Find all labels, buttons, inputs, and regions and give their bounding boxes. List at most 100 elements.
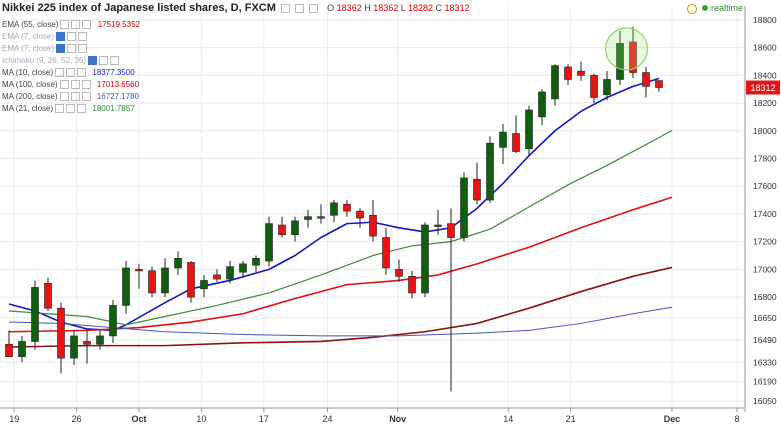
candle-bullish: [460, 172, 468, 242]
settings-icon[interactable]: [67, 32, 77, 42]
candle-bullish: [252, 255, 260, 273]
close-icon[interactable]: [78, 44, 88, 54]
settings-icon[interactable]: [55, 104, 65, 114]
indicator-ema55[interactable]: EMA (55, close) 17519.5352: [2, 20, 140, 30]
y-tick-label: 18800: [753, 15, 777, 25]
candle-bullish: [603, 71, 611, 101]
settings-icon[interactable]: [55, 68, 65, 78]
candle-bearish: [44, 277, 52, 311]
candle-body: [291, 220, 299, 236]
candle-bullish: [486, 136, 494, 203]
ohlc-readout: O 18362 H 18362 L 18282 C 18312: [327, 3, 470, 13]
candle-body: [265, 223, 273, 262]
indicator-value: 16727.1780: [96, 92, 140, 101]
candle-bullish: [265, 216, 273, 267]
y-tick-label: 16490: [753, 335, 777, 345]
indicator-ma200[interactable]: MA (200, close) 16727.1780: [2, 92, 140, 102]
candle-bearish: [642, 66, 650, 98]
candle-body: [200, 280, 208, 290]
settings-icon[interactable]: [67, 44, 77, 54]
y-tick-label: 18400: [753, 70, 777, 80]
candle-bearish: [382, 227, 390, 275]
candle-body: [213, 274, 221, 280]
settings-icon[interactable]: [59, 80, 69, 90]
candle-body: [486, 142, 494, 201]
candle-bearish: [395, 259, 403, 282]
indicator-value: 17519.5352: [97, 20, 140, 29]
candle-bullish: [31, 280, 39, 350]
indicator-ma100[interactable]: MA (100, close) 17013.6560: [2, 80, 140, 90]
x-tick-label: 26: [72, 414, 82, 424]
chart-title: Nikkei 225 index of Japanese listed shar…: [2, 2, 276, 14]
x-tick-label: 17: [259, 414, 269, 424]
series-line: [8, 266, 673, 348]
x-tick-label: 24: [322, 414, 332, 424]
close-icon[interactable]: [77, 104, 87, 114]
close-icon[interactable]: [78, 32, 88, 42]
candle-body: [590, 75, 598, 98]
moving-average-lines: [8, 77, 673, 348]
indicator-value: 18377.3500: [92, 68, 135, 77]
series-line: [8, 306, 673, 337]
y-tick-label: 16650: [753, 313, 777, 323]
x-tick-label: 21: [566, 414, 576, 424]
close-icon[interactable]: [77, 68, 87, 78]
indicator-value: 18001.7857: [92, 104, 135, 113]
indicator-ma21[interactable]: MA (21, close) 18001.7857: [2, 104, 135, 114]
candle-body: [369, 215, 377, 237]
hide-icon[interactable]: [70, 80, 80, 90]
candles: [5, 26, 663, 392]
hide-icon[interactable]: [70, 92, 80, 102]
last-price-tag: [746, 80, 780, 95]
candle-bullish: [291, 216, 299, 242]
candle-bearish: [213, 269, 221, 282]
candle-bullish: [161, 258, 169, 298]
settings-icon[interactable]: [59, 92, 69, 102]
settings-icon[interactable]: [99, 56, 109, 66]
visibility-icon[interactable]: [88, 56, 98, 66]
candle-body: [70, 335, 78, 359]
y-tick-label: 17600: [753, 181, 777, 191]
indicator-ema7-a[interactable]: EMA (7, close): [2, 32, 88, 42]
close-icon[interactable]: [81, 92, 91, 102]
hide-icon[interactable]: [295, 3, 305, 13]
last-price-label: 18312: [750, 83, 775, 93]
close-icon[interactable]: [81, 80, 91, 90]
candle-body: [382, 237, 390, 269]
visibility-icon[interactable]: [56, 44, 66, 54]
visibility-icon[interactable]: [56, 32, 66, 42]
candle-body: [512, 133, 520, 152]
hide-icon[interactable]: [66, 68, 76, 78]
indicator-ichimoku[interactable]: Ichimoku (9, 26, 52, 26): [2, 56, 120, 66]
candle-body: [577, 70, 585, 76]
candle-body: [239, 263, 247, 273]
settings-icon[interactable]: [60, 20, 70, 30]
x-axis: 19 26 Oct 10 17 24 Nov 14 21 Dec 8: [0, 407, 745, 424]
y-tick-label: 18200: [753, 98, 777, 108]
candle-body: [343, 203, 351, 212]
status-dot-icon: [701, 5, 708, 11]
candle-bearish: [577, 61, 585, 81]
close-icon[interactable]: [309, 3, 319, 13]
x-tick-label: 8: [734, 414, 739, 424]
close-icon[interactable]: [110, 56, 120, 66]
candle-bullish: [200, 274, 208, 298]
series-line: [8, 196, 673, 333]
y-tick-label: 16190: [753, 377, 777, 387]
settings-icon[interactable]: [280, 3, 290, 13]
candle-bearish: [57, 302, 65, 374]
candle-body: [18, 341, 26, 358]
indicator-ema7-b[interactable]: EMA (7, close): [2, 44, 88, 54]
close-icon[interactable]: [82, 20, 92, 30]
hide-icon[interactable]: [71, 20, 81, 30]
candle-body: [317, 216, 325, 219]
indicator-ma10[interactable]: MA (10, close) 18377.3500: [2, 68, 135, 78]
hide-icon[interactable]: [66, 104, 76, 114]
candle-bullish: [174, 251, 182, 275]
candle-body: [109, 305, 117, 337]
candle-bearish: [512, 115, 520, 153]
y-tick-label: 17400: [753, 209, 777, 219]
y-tick-label: 17800: [753, 153, 777, 163]
candle-body: [187, 262, 195, 298]
x-tick-label: Nov: [389, 414, 406, 424]
